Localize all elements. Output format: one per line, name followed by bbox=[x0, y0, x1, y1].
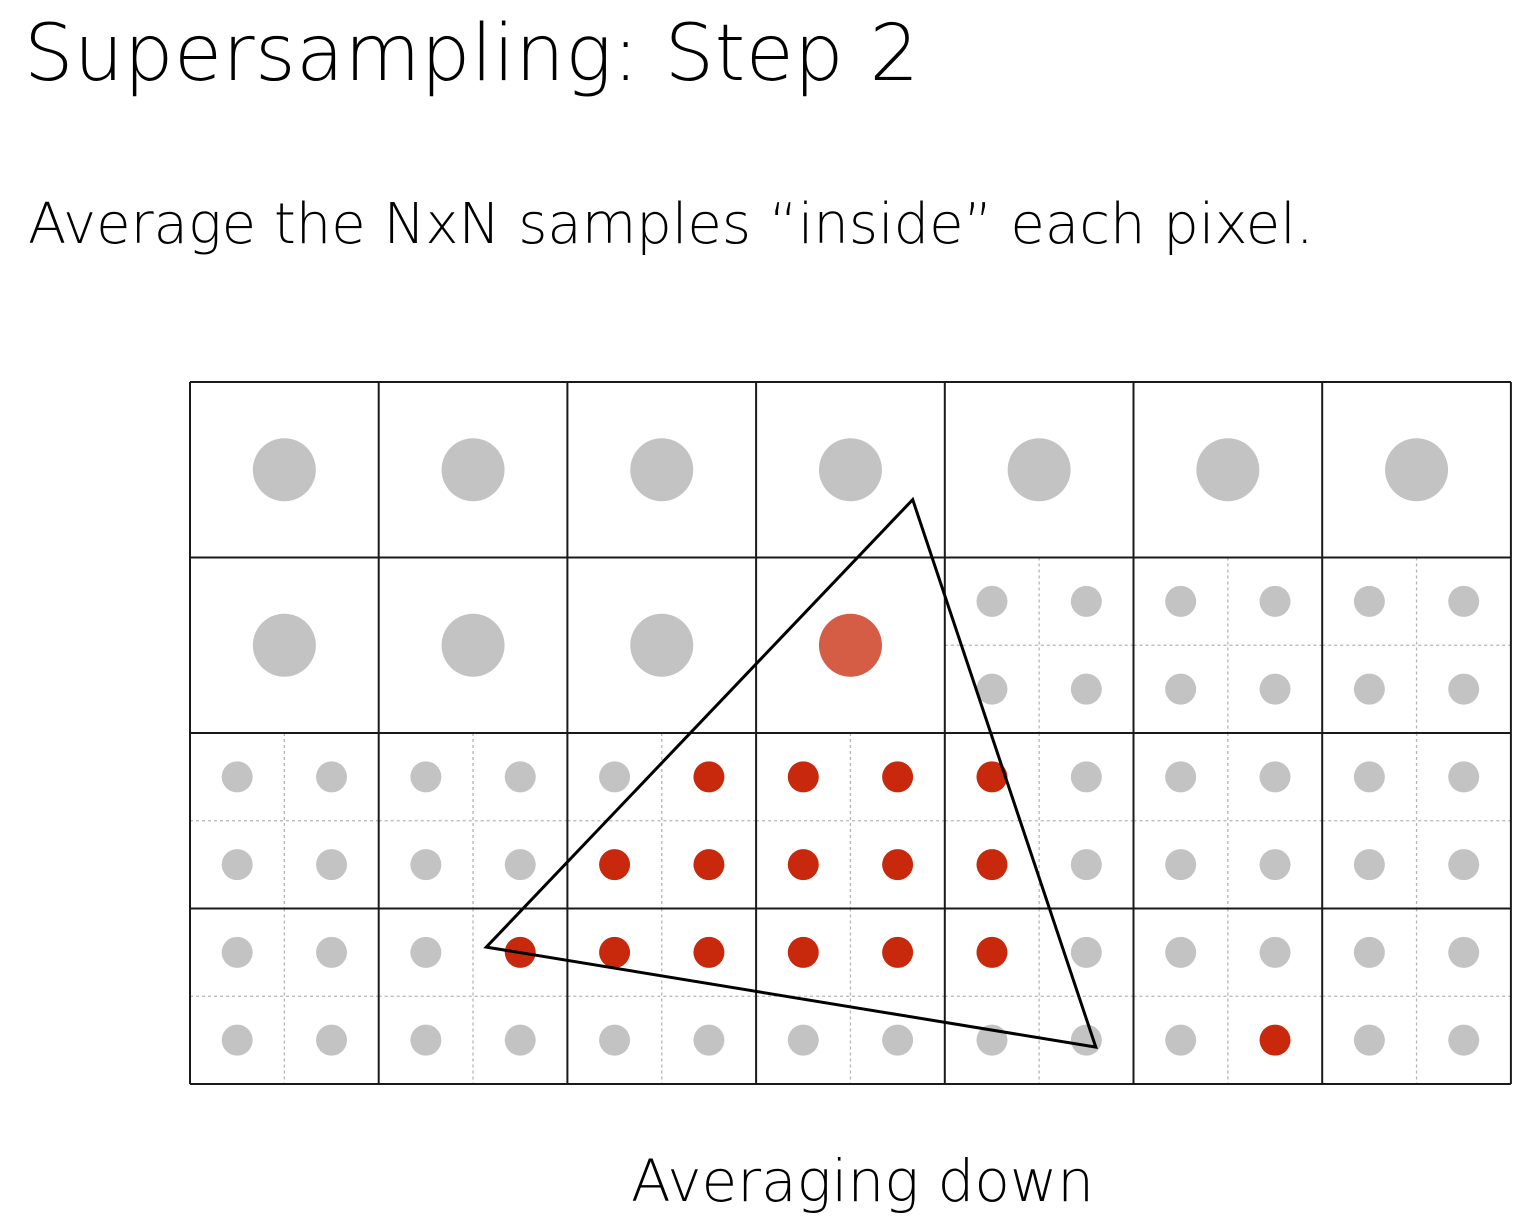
sample-point bbox=[1165, 673, 1197, 705]
sample-point bbox=[1353, 673, 1385, 705]
sample-point-inside bbox=[599, 849, 631, 881]
sample-point bbox=[410, 761, 442, 793]
sample-point-inside bbox=[787, 936, 819, 968]
sample-point bbox=[1165, 936, 1197, 968]
averaged-pixel bbox=[441, 438, 505, 502]
sample-point bbox=[1259, 585, 1291, 617]
sample-point-inside bbox=[787, 761, 819, 793]
sample-point bbox=[316, 849, 348, 881]
sample-point bbox=[1070, 936, 1102, 968]
sample-point bbox=[221, 1024, 253, 1056]
slide-title: Supersampling: Step 2 bbox=[24, 9, 920, 99]
sample-point-inside bbox=[693, 761, 725, 793]
sample-point bbox=[976, 585, 1008, 617]
sample-point bbox=[787, 1024, 819, 1056]
averaged-pixel bbox=[818, 438, 882, 502]
triangle-outline bbox=[483, 496, 1099, 1049]
sample-point-inside bbox=[976, 849, 1008, 881]
sample-point bbox=[1165, 761, 1197, 793]
sample-point-inside bbox=[882, 936, 914, 968]
sample-point bbox=[1070, 673, 1102, 705]
sample-point-inside bbox=[693, 849, 725, 881]
sample-point bbox=[1353, 849, 1385, 881]
sample-point bbox=[504, 1024, 536, 1056]
sample-point bbox=[1259, 673, 1291, 705]
sample-point bbox=[504, 849, 536, 881]
averaged-pixel bbox=[441, 613, 505, 677]
sample-point bbox=[1448, 673, 1480, 705]
sample-point bbox=[1353, 1024, 1385, 1056]
sample-point bbox=[410, 936, 442, 968]
diagram-caption: Averaging down bbox=[630, 1147, 1095, 1215]
sample-point bbox=[1448, 585, 1480, 617]
sample-point bbox=[410, 1024, 442, 1056]
sample-point bbox=[1070, 761, 1102, 793]
sample-point bbox=[221, 849, 253, 881]
sample-point bbox=[1070, 1024, 1102, 1056]
sample-point-inside bbox=[882, 849, 914, 881]
sample-point bbox=[410, 849, 442, 881]
sample-point bbox=[1353, 761, 1385, 793]
sample-point bbox=[1448, 1024, 1480, 1056]
averaged-pixel bbox=[252, 438, 316, 502]
sample-point bbox=[1070, 585, 1102, 617]
averaged-pixel bbox=[1007, 438, 1071, 502]
averaged-pixel bbox=[1385, 438, 1449, 502]
sample-point bbox=[693, 1024, 725, 1056]
slide-subtitle: Average the NxN samples “inside” each pi… bbox=[28, 192, 1314, 257]
sample-point bbox=[1165, 849, 1197, 881]
sample-point-inside bbox=[882, 761, 914, 793]
sample-point bbox=[1259, 936, 1291, 968]
sample-point bbox=[316, 761, 348, 793]
averaged-pixel bbox=[630, 438, 694, 502]
sample-point bbox=[221, 936, 253, 968]
sample-point bbox=[1259, 849, 1291, 881]
sample-point bbox=[1448, 936, 1480, 968]
sample-point bbox=[1353, 936, 1385, 968]
sample-point bbox=[1165, 585, 1197, 617]
averaged-pixel bbox=[1196, 438, 1260, 502]
sample-point bbox=[1448, 761, 1480, 793]
sample-point bbox=[316, 1024, 348, 1056]
sample-point-inside bbox=[787, 849, 819, 881]
sample-point bbox=[1165, 1024, 1197, 1056]
sample-point-inside bbox=[976, 936, 1008, 968]
sample-point bbox=[1353, 585, 1385, 617]
sample-point bbox=[599, 1024, 631, 1056]
sample-point-inside bbox=[976, 761, 1008, 793]
averaged-pixel-covered bbox=[818, 613, 882, 677]
sample-point-inside bbox=[693, 936, 725, 968]
sample-point bbox=[599, 761, 631, 793]
sample-point bbox=[316, 936, 348, 968]
sample-point bbox=[504, 761, 536, 793]
sample-point bbox=[1259, 761, 1291, 793]
sample-point bbox=[221, 761, 253, 793]
sample-point-inside bbox=[599, 936, 631, 968]
sample-point bbox=[1448, 849, 1480, 881]
sample-point bbox=[976, 673, 1008, 705]
averaged-pixel bbox=[252, 613, 316, 677]
averaged-pixel bbox=[630, 613, 694, 677]
sample-point bbox=[1070, 849, 1102, 881]
sample-point bbox=[882, 1024, 914, 1056]
sample-point-inside bbox=[1259, 1024, 1291, 1056]
